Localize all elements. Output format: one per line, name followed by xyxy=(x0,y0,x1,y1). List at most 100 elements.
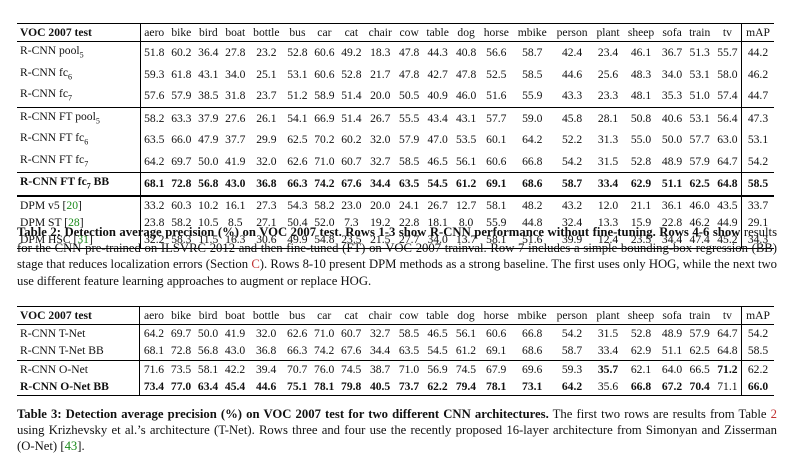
table-cell: 34.0 xyxy=(225,67,246,81)
column-header-plant: plant xyxy=(592,23,624,43)
table-cell: 58.5 xyxy=(522,67,543,81)
table-cell: 73.1 xyxy=(522,379,543,393)
table-cell: 57.7 xyxy=(479,106,513,130)
table-cell: 67.6 xyxy=(337,172,365,197)
table-cell: 51.6 xyxy=(522,233,543,247)
table-cell: 58.7 xyxy=(522,46,543,60)
column-header-cat: cat xyxy=(337,23,365,43)
table-cell: 54.2 xyxy=(561,327,583,341)
table-cell: 33.7 xyxy=(740,195,774,215)
table-cell: 61.2 xyxy=(452,172,480,197)
table-cell: 16.1 xyxy=(221,195,249,215)
table-cell: 70.4 xyxy=(689,379,710,393)
citation-link[interactable]: 31 xyxy=(77,233,89,247)
table-cell: 56.4 xyxy=(713,106,742,130)
table-cell: 54.2 xyxy=(561,154,583,168)
table-cell: 68.6 xyxy=(522,344,543,358)
table-cell: 27.1 xyxy=(256,216,277,230)
table-cell: 64.7 xyxy=(717,327,738,341)
table-cell: 60.6 xyxy=(486,154,507,168)
section-reference-link[interactable]: C xyxy=(251,257,260,272)
table-cell: 51.4 xyxy=(341,89,362,103)
table-cell: 7.3 xyxy=(344,216,359,230)
table-cell: 52.8 xyxy=(287,46,308,60)
table-cell: 54.2 xyxy=(740,324,774,343)
table-cell: 57.6 xyxy=(144,89,165,103)
table-cell: 57.9 xyxy=(689,327,710,341)
row-label-subscript: 6 xyxy=(84,137,89,147)
row-label-subscript: 5 xyxy=(79,50,84,60)
table-cell: 60.2 xyxy=(341,133,362,147)
row-label-subscript: 6 xyxy=(67,72,72,82)
table-cell: 10.5 xyxy=(198,216,219,230)
table-cell: 60.7 xyxy=(341,154,362,168)
table-cell: 23.5 xyxy=(630,233,652,247)
table-cell: 66.5 xyxy=(685,359,714,378)
table-cell: 41.9 xyxy=(225,154,246,168)
table-cell: 66.8 xyxy=(522,327,543,341)
table-cell: 51.1 xyxy=(658,172,686,197)
table-cell: 45.8 xyxy=(551,106,593,130)
table-cell: 73.7 xyxy=(398,379,420,393)
table-cell: 58.2 xyxy=(140,106,168,130)
table-cell: 44.3 xyxy=(427,46,448,60)
table-cell: 20.0 xyxy=(364,195,396,215)
table-cell: 78.1 xyxy=(314,379,335,393)
table-cell: 48.1 xyxy=(630,89,652,103)
row-label-bracket: ] xyxy=(77,198,82,212)
column-header-tv: tv xyxy=(713,306,742,326)
table-cell: 56.9 xyxy=(422,359,453,378)
table-cell: 52.5 xyxy=(486,67,507,81)
table-cell: 66.9 xyxy=(310,106,338,130)
row-label-subscript: 7 xyxy=(86,181,91,191)
column-header-method: VOC 2007 test xyxy=(17,23,141,43)
citation-link[interactable]: 43 xyxy=(64,439,78,454)
table-cell: 33.4 xyxy=(592,172,624,197)
table-cell: 66.8 xyxy=(630,379,652,393)
table-reference-link[interactable]: 2 xyxy=(770,407,777,421)
table-cell: 62.6 xyxy=(287,154,308,168)
column-header-sofa: sofa xyxy=(658,306,686,326)
table-cell: 52.8 xyxy=(630,154,652,168)
table-cell: 23.3 xyxy=(597,89,619,103)
table-cell: 58.0 xyxy=(717,67,738,81)
table-cell: 49.2 xyxy=(341,46,362,60)
table-cell: 41.9 xyxy=(224,327,246,341)
table-cell: 43.0 xyxy=(224,344,246,358)
row-label-text: DPM v5 [ xyxy=(20,198,67,212)
table-cell: 58.7 xyxy=(551,172,593,197)
table-cell: 50.0 xyxy=(661,133,683,147)
table-cell: 71.0 xyxy=(395,359,423,378)
table-cell: 21.7 xyxy=(370,67,391,81)
citation-link[interactable]: 20 xyxy=(66,198,78,212)
table-cell: 27.6 xyxy=(221,106,249,130)
table-cell: 42.2 xyxy=(221,359,249,378)
table-cell: 63.5 xyxy=(395,172,423,197)
table-cell: 46.2 xyxy=(740,63,774,86)
row-label-suffix: BB xyxy=(90,175,110,189)
table-cell: 66.3 xyxy=(283,172,311,197)
column-header-boat: boat xyxy=(221,306,249,326)
row-label-subscript: 5 xyxy=(95,116,100,126)
table-cell: 57.4 xyxy=(717,89,738,103)
table-cell: 28.1 xyxy=(592,106,624,130)
table-cell: 47.9 xyxy=(198,133,219,147)
table-cell: 48.9 xyxy=(661,154,683,168)
table-cell: 74.2 xyxy=(314,344,335,358)
table-cell: 56.8 xyxy=(194,172,222,197)
table-cell: 10.2 xyxy=(194,195,222,215)
column-header-mbike: mbike xyxy=(513,23,552,43)
table-cell: 57.7 xyxy=(689,133,710,147)
table-cell: 44.6 xyxy=(255,379,277,393)
table-cell: 30.6 xyxy=(256,233,277,247)
table-cell: 58.2 xyxy=(171,216,192,230)
table-cell: 37.9 xyxy=(194,106,222,130)
table-cell: 69.7 xyxy=(170,327,192,341)
row-label-text: R-CNN T-Net xyxy=(20,327,86,341)
table-cell: 62.6 xyxy=(287,327,308,341)
table-cell: 56.1 xyxy=(455,154,477,168)
row-label-text: R-CNN O-Net BB xyxy=(20,379,109,393)
citation-link[interactable]: 28 xyxy=(68,216,80,230)
table-cell: 63.3 xyxy=(167,106,195,130)
table-cell: 21.1 xyxy=(623,195,659,215)
